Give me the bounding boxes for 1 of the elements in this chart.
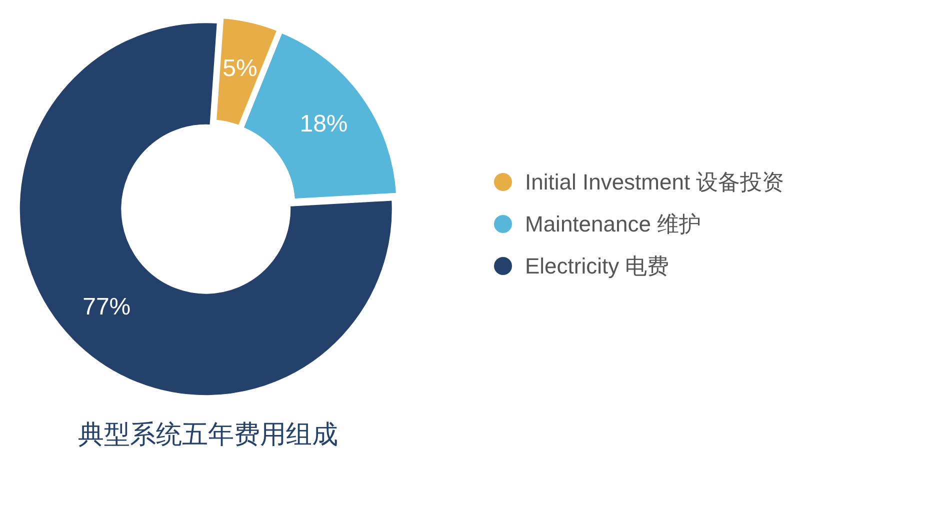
title: 典型系统五年费用组成 (78, 419, 338, 449)
